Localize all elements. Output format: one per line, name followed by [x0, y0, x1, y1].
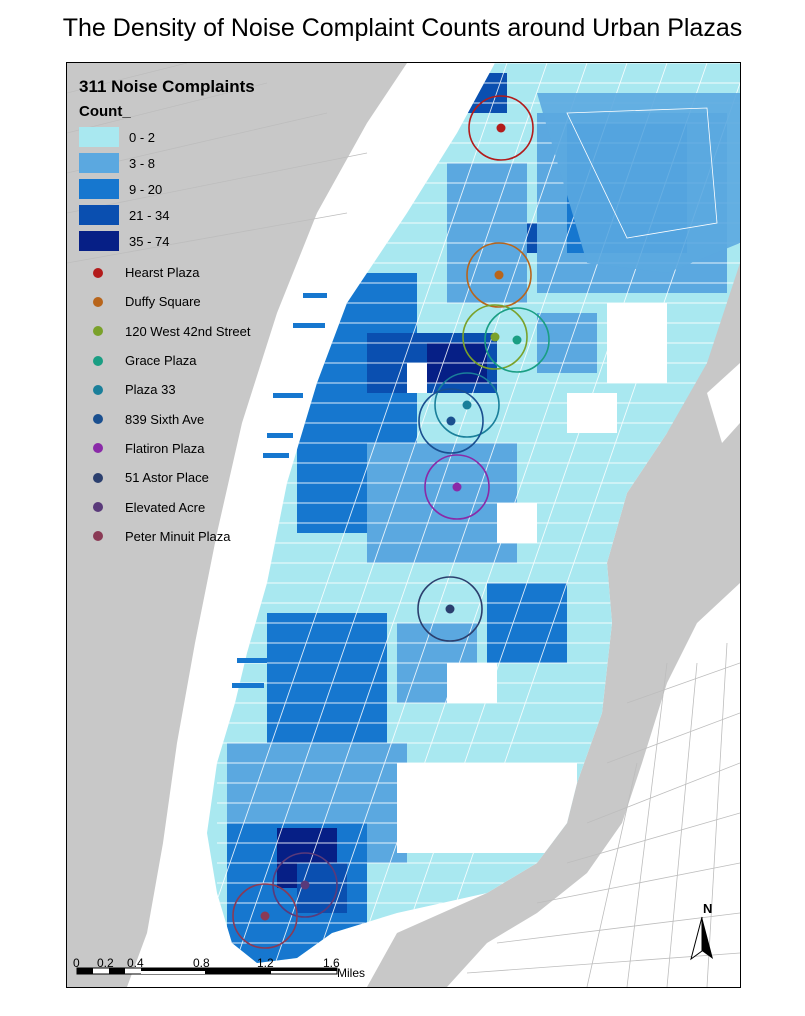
plaza-buffer-ring — [417, 576, 483, 642]
plaza-buffer-ring — [462, 304, 528, 370]
plaza-point[interactable] — [260, 911, 270, 921]
legend-class-label: 9 - 20 — [129, 181, 163, 197]
legend-class-row: 35 - 74 — [79, 228, 255, 254]
legend-plaza-row: Duffy Square — [79, 287, 255, 316]
plaza-buffer-ring — [424, 454, 490, 520]
legend-plazas: Hearst Plaza Duffy Square 120 West 42nd St… — [79, 258, 255, 551]
legend-plaza-dot — [93, 531, 103, 542]
plaza-point[interactable] — [496, 123, 506, 133]
scale-label-5: 1.6 — [323, 956, 340, 970]
legend-plaza-row: 120 West 42nd Street — [79, 317, 255, 346]
legend-plaza-label: Grace Plaza — [125, 353, 197, 369]
legend-class-row: 9 - 20 — [79, 176, 255, 202]
legend-plaza-dot — [93, 267, 103, 278]
plaza-buffer-ring — [434, 372, 500, 438]
legend-plaza-label: Plaza 33 — [125, 382, 176, 398]
scale-label-1: 0.2 — [97, 956, 114, 970]
legend-class-row: 3 - 8 — [79, 150, 255, 176]
scale-label-2: 0.4 — [127, 956, 144, 970]
legend-plaza-label: 120 West 42nd Street — [125, 323, 251, 339]
legend-title: 311 Noise Complaints — [79, 77, 255, 96]
legend-class-label: 3 - 8 — [129, 155, 156, 171]
manhattan-choropleth — [207, 63, 740, 963]
plaza-buffer-ring — [418, 388, 484, 454]
legend-plaza-label: Hearst Plaza — [125, 265, 200, 281]
plaza-buffer-ring — [468, 95, 534, 161]
legend-plaza-row: Peter Minuit Plaza — [79, 522, 255, 551]
plaza-point[interactable] — [494, 270, 504, 280]
scale-unit: Miles — [337, 966, 366, 980]
legend-plaza-label: Peter Minuit Plaza — [125, 528, 231, 544]
legend-plaza-row: Plaza 33 — [79, 375, 255, 404]
plaza-point[interactable] — [446, 416, 456, 426]
legend-plaza-row: Hearst Plaza — [79, 258, 255, 287]
legend-plaza-row: 51 Astor Place — [79, 463, 255, 492]
legend-class-swatch — [79, 127, 119, 147]
plaza-point[interactable] — [300, 880, 310, 890]
legend-plaza-row: Grace Plaza — [79, 346, 255, 375]
plaza-buffer-ring — [466, 242, 532, 308]
legend-plaza-row: Flatiron Plaza — [79, 434, 255, 463]
map-legend: 311 Noise Complaints Count_ 0 - 2 3 - 8 9 … — [79, 77, 255, 551]
legend-class-swatch — [79, 205, 119, 225]
plaza-buffer-ring — [232, 883, 298, 949]
legend-class-swatch — [79, 231, 119, 251]
scale-label-4: 1.2 — [257, 956, 274, 970]
context-streets — [67, 63, 740, 987]
page-title: The Density of Noise Complaint Counts ar… — [62, 14, 743, 42]
legend-plaza-label: Elevated Acre — [125, 499, 206, 515]
legend-field-name: Count_ — [79, 103, 131, 120]
scale-label-0: 0 — [73, 956, 80, 970]
plaza-point[interactable] — [462, 400, 472, 410]
legend-plaza-label: 51 Astor Place — [125, 470, 209, 486]
legend-plaza-label: Duffy Square — [125, 294, 201, 310]
legend-class-label: 21 - 34 — [129, 207, 170, 223]
legend-class-swatch — [79, 153, 119, 173]
legend-plaza-dot — [93, 414, 103, 425]
legend-plaza-dot — [93, 502, 103, 513]
legend-plaza-dot — [93, 384, 103, 395]
plaza-point[interactable] — [445, 604, 455, 614]
legend-class-swatch — [79, 179, 119, 199]
plaza-point[interactable] — [512, 335, 522, 345]
legend-plaza-dot — [93, 326, 103, 337]
legend-plaza-row: 839 Sixth Ave — [79, 404, 255, 433]
legend-plaza-row: Elevated Acre — [79, 492, 255, 521]
map-frame: 311 Noise Complaints Count_ 0 - 2 3 - 8 9 … — [66, 62, 741, 988]
scale-label-3: 0.8 — [193, 956, 210, 970]
map-canvas — [67, 63, 740, 987]
plaza-point[interactable] — [452, 482, 462, 492]
north-arrow-icon — [690, 916, 713, 961]
legend-class-label: 0 - 2 — [129, 129, 156, 145]
legend-plaza-dot — [93, 355, 103, 366]
plaza-buffer-ring — [484, 307, 550, 373]
legend-plaza-dot — [93, 296, 103, 307]
plaza-layer — [232, 95, 550, 949]
legend-plaza-label: Flatiron Plaza — [125, 440, 205, 456]
legend-class-row: 21 - 34 — [79, 202, 255, 228]
legend-class-label: 35 - 74 — [129, 233, 170, 249]
scale-bar-graphic — [76, 967, 338, 975]
legend-plaza-dot — [93, 443, 103, 454]
north-arrow-label: N — [703, 901, 713, 916]
legend-plaza-dot — [93, 472, 103, 483]
legend-class-row: 0 - 2 — [79, 124, 255, 150]
legend-classes: 0 - 2 3 - 8 9 - 20 21 - 34 35 - 74 — [79, 124, 255, 254]
legend-plaza-label: 839 Sixth Ave — [125, 411, 205, 427]
plaza-point[interactable] — [490, 332, 500, 342]
